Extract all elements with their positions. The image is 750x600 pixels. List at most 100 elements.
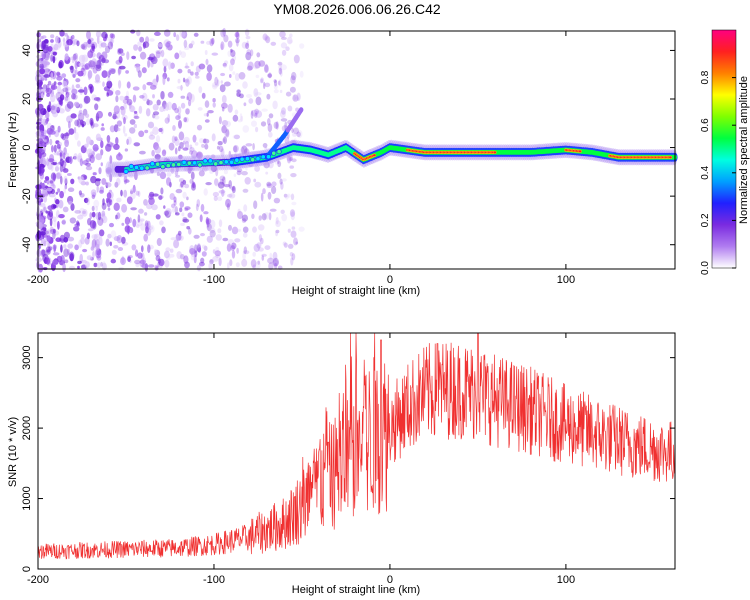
noise-speckle <box>278 80 281 86</box>
noise-speckle <box>102 198 105 206</box>
noise-speckle <box>55 191 59 195</box>
noise-speckle <box>196 199 201 208</box>
noise-speckle <box>102 81 105 87</box>
ridge-dot <box>218 160 224 166</box>
noise-speckle <box>154 145 161 154</box>
noise-speckle <box>52 244 57 250</box>
noise-speckle <box>198 170 205 177</box>
noise-speckle <box>38 200 42 206</box>
noise-speckle <box>209 170 214 174</box>
noise-speckle <box>86 197 90 206</box>
noise-speckle <box>184 65 190 69</box>
noise-speckle <box>115 95 119 103</box>
noise-speckle <box>291 253 296 261</box>
noise-speckle <box>148 224 155 233</box>
noise-speckle <box>175 212 180 216</box>
noise-speckle <box>91 43 95 51</box>
noise-speckle <box>225 129 230 138</box>
noise-speckle <box>133 44 139 51</box>
noise-speckle <box>36 123 42 131</box>
noise-speckle <box>84 261 90 268</box>
noise-speckle <box>183 39 188 49</box>
noise-speckle <box>63 166 66 171</box>
noise-speckle <box>155 50 162 54</box>
noise-speckle <box>179 207 183 213</box>
noise-speckle <box>91 211 96 218</box>
noise-speckle <box>179 50 182 55</box>
noise-speckle <box>38 110 44 118</box>
noise-speckle <box>177 230 182 236</box>
noise-speckle <box>101 178 107 185</box>
noise-speckle <box>297 130 303 138</box>
noise-speckle <box>227 239 234 245</box>
noise-speckle <box>50 54 54 62</box>
noise-speckle <box>111 249 117 255</box>
noise-speckle <box>74 101 80 107</box>
noise-speckle <box>52 55 56 64</box>
noise-speckle <box>294 96 300 101</box>
noise-speckle <box>85 113 90 118</box>
noise-speckle <box>218 219 223 228</box>
noise-speckle <box>180 102 186 109</box>
noise-speckle <box>205 58 209 65</box>
ridge-dot <box>255 156 261 162</box>
noise-speckle <box>185 78 190 87</box>
noise-speckle <box>275 217 279 225</box>
noise-speckle <box>280 110 286 119</box>
noise-speckle <box>189 248 196 255</box>
noise-speckle <box>115 177 121 186</box>
ridge-dot <box>250 157 256 163</box>
noise-speckle <box>121 222 125 226</box>
noise-speckle <box>43 138 47 143</box>
noise-speckle <box>126 196 133 205</box>
noise-speckle <box>220 191 226 196</box>
noise-speckle <box>145 226 149 234</box>
noise-speckle <box>189 167 195 172</box>
noise-speckle <box>174 52 180 60</box>
noise-speckle <box>280 42 287 49</box>
noise-speckle <box>65 152 70 158</box>
noise-speckle <box>67 91 71 96</box>
noise-speckle <box>232 71 236 75</box>
noise-speckle <box>215 246 220 253</box>
noise-speckle <box>154 31 161 36</box>
noise-speckle <box>267 118 271 126</box>
noise-speckle <box>64 94 71 103</box>
noise-speckle <box>78 190 82 196</box>
noise-speckle <box>166 177 171 186</box>
noise-speckle <box>131 55 137 60</box>
noise-speckle <box>102 261 106 269</box>
noise-speckle <box>196 244 202 253</box>
noise-speckle <box>139 218 145 222</box>
noise-speckle <box>113 111 117 116</box>
noise-speckle <box>212 84 219 88</box>
noise-speckle <box>148 197 155 206</box>
ridge-dot <box>181 159 187 165</box>
noise-speckle <box>113 105 120 115</box>
noise-speckle <box>227 40 233 48</box>
noise-speckle <box>117 67 121 76</box>
noise-speckle <box>89 212 93 220</box>
noise-speckle <box>83 41 89 46</box>
noise-speckle <box>180 84 183 91</box>
noise-speckle <box>60 89 65 95</box>
noise-speckle <box>242 125 250 133</box>
noise-speckle <box>214 250 221 257</box>
noise-speckle <box>165 42 171 48</box>
noise-speckle <box>130 207 137 211</box>
noise-speckle <box>147 59 151 68</box>
noise-speckle <box>50 163 54 172</box>
noise-speckle <box>175 188 183 194</box>
noise-speckle <box>99 186 105 193</box>
noise-speckle <box>178 146 181 152</box>
colorbar-tick-label: 0.8 <box>700 70 711 84</box>
snr-y-ticks: 0 1000 2000 3000 <box>21 345 675 572</box>
noise-speckle <box>154 154 161 160</box>
noise-speckle <box>79 158 83 167</box>
noise-speckle <box>270 41 277 46</box>
snr-series-line <box>37 332 676 560</box>
noise-speckle <box>85 181 89 186</box>
noise-speckle <box>186 196 189 201</box>
noise-speckle <box>144 220 149 227</box>
noise-speckle <box>58 108 65 114</box>
